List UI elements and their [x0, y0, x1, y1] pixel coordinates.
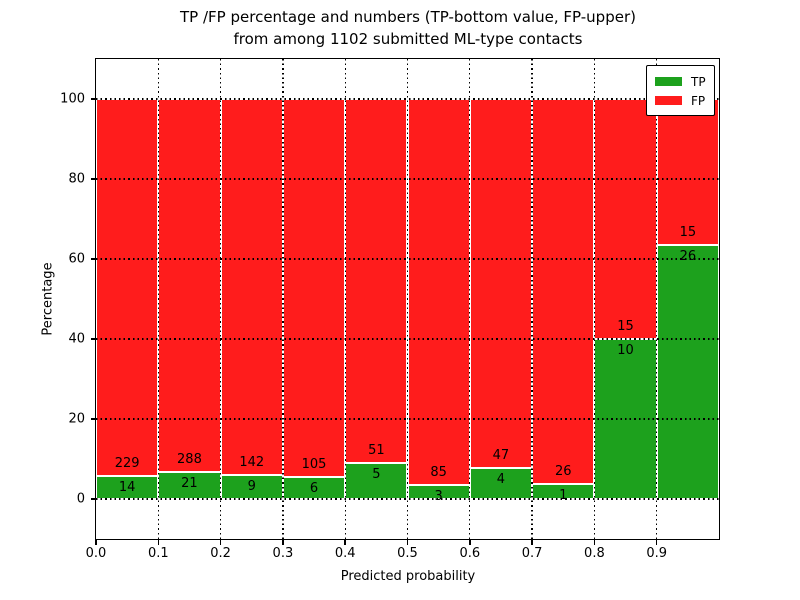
vertical-gridline [469, 59, 471, 539]
fp-count-label: 85 [430, 465, 447, 481]
y-tick-label: 60 [68, 251, 85, 267]
y-tick-label: 80 [68, 171, 85, 187]
vertical-gridline [157, 59, 159, 539]
fp-bar-segment [96, 99, 159, 476]
tp-count-label: 14 [118, 479, 136, 495]
x-tick-mark [282, 540, 284, 545]
fp-count-label: 142 [239, 455, 265, 471]
x-tick-mark [157, 540, 160, 545]
y-tick-mark [91, 178, 96, 180]
x-tick-mark [531, 540, 533, 545]
x-tick-mark [344, 540, 346, 545]
vertical-gridline [344, 59, 346, 539]
vertical-gridline [531, 59, 533, 539]
vertical-gridline [219, 59, 222, 539]
fp-count-label: 51 [368, 443, 385, 459]
fp-bar-segment [594, 99, 657, 339]
fp-count-label: 47 [492, 447, 510, 463]
chart-title-line1: TP /FP percentage and numbers (TP-bottom… [180, 8, 636, 26]
x-tick-label: 0.2 [210, 546, 231, 561]
tp-count-label: 21 [181, 475, 198, 491]
tp-count-label: 4 [496, 471, 506, 487]
vertical-gridline [593, 59, 596, 539]
x-tick-label: 0.6 [459, 546, 481, 561]
chart-title-line2: from among 1102 submitted ML-type contac… [233, 30, 583, 48]
tp-bar-segment [345, 463, 408, 499]
y-axis-title: Percentage [40, 262, 56, 336]
fp-count-label: 105 [301, 457, 327, 473]
fp-bar-segment [345, 99, 408, 464]
fp-bar-segment [532, 99, 595, 485]
y-tick-mark [91, 98, 96, 100]
legend-item-tp: TP [655, 72, 707, 91]
vertical-gridline [656, 59, 658, 539]
legend-item-fp: FP [655, 91, 707, 110]
tp-color-swatch [655, 77, 682, 86]
x-tick-label: 0.9 [646, 546, 668, 561]
plot-area: TP FP 229 14 288 21 142 9 105 6 51 5 85 3 47 4 26 1 15 10… [95, 58, 720, 540]
tp-bar-segment [656, 245, 719, 499]
tp-count-label: 6 [309, 481, 319, 497]
fp-color-swatch [655, 96, 682, 105]
fp-count-label: 26 [554, 464, 572, 480]
x-tick-mark [95, 540, 97, 545]
vertical-gridline [282, 59, 284, 539]
x-tick-label: 0.8 [584, 546, 605, 561]
chart-title: TP /FP percentage and numbers (TP-bottom… [180, 6, 636, 50]
x-tick-label: 0.3 [272, 546, 294, 561]
tp-count-label: 1 [559, 488, 568, 504]
y-tick-label: 0 [76, 491, 85, 507]
vertical-gridline [406, 59, 409, 539]
tp-count-label: 26 [679, 249, 697, 265]
tp-count-label: 9 [247, 479, 256, 495]
tp-count-label: 10 [617, 343, 634, 358]
fp-count-label: 229 [114, 455, 140, 471]
x-tick-label: 0.0 [85, 546, 107, 561]
fp-bar-segment [407, 99, 470, 486]
tp-count-label: 3 [434, 489, 443, 505]
fp-bar-segment [282, 99, 346, 478]
x-tick-label: 0.5 [397, 546, 418, 561]
x-tick-mark [406, 540, 409, 545]
x-tick-mark [655, 540, 658, 545]
x-tick-label: 0.1 [147, 546, 169, 561]
fp-bar-segment [469, 99, 533, 468]
x-tick-mark [593, 540, 596, 545]
y-tick-mark [91, 418, 96, 420]
tp-count-label: 5 [372, 467, 381, 483]
y-tick-mark [91, 338, 96, 340]
x-tick-label: 0.7 [521, 546, 543, 561]
fp-count-label: 15 [679, 225, 697, 241]
legend-label-tp: TP [691, 74, 706, 89]
x-tick-label: 0.4 [334, 546, 356, 561]
legend: TP FP [646, 65, 715, 116]
x-tick-mark [219, 540, 222, 545]
fp-bar-segment [656, 99, 719, 246]
fp-count-label: 15 [617, 319, 634, 334]
y-tick-label: 100 [60, 91, 85, 107]
x-axis-title: Predicted probability [340, 569, 476, 584]
y-tick-label: 20 [68, 411, 85, 427]
fp-count-label: 288 [177, 451, 202, 467]
legend-label-fp: FP [691, 93, 706, 108]
y-tick-mark [91, 498, 96, 500]
fp-bar-segment [158, 99, 221, 472]
y-tick-mark [91, 258, 96, 260]
y-tick-label: 40 [68, 331, 85, 347]
x-tick-mark [469, 540, 471, 545]
